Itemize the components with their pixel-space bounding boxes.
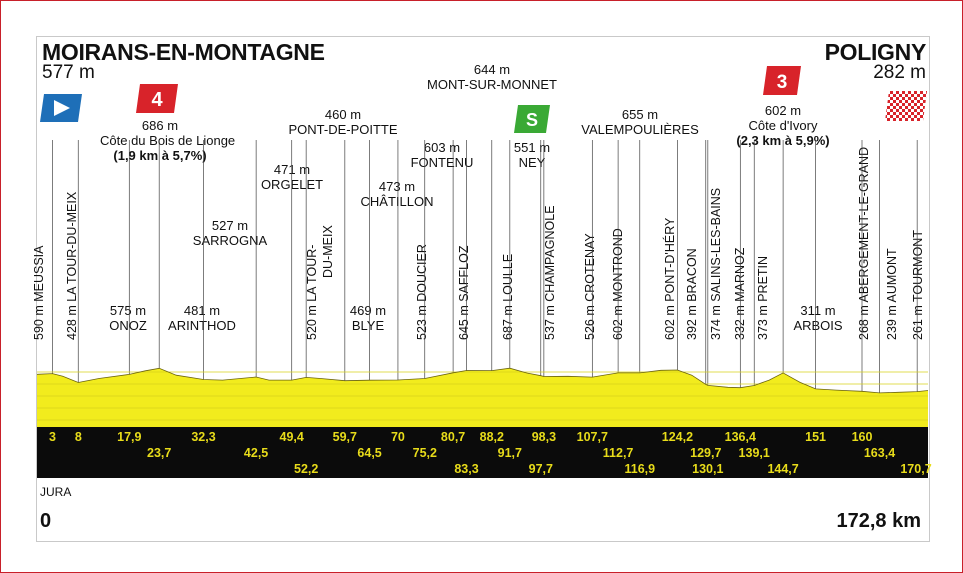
km-row-1: 3 8 17,9 32,3 49,4 59,7 70 80,7 88,2 98,3 107,7 124…: [49, 430, 872, 444]
distance-total: 172,8 km: [836, 510, 921, 532]
km-marker: 52,2: [294, 462, 318, 476]
finish-town: POLIGNY: [824, 39, 927, 65]
km-marker: 3: [49, 430, 56, 444]
km-marker: 136,4: [725, 430, 756, 444]
climb-cat4-number: 4: [151, 89, 163, 111]
km-row-2: 23,7 42,5 64,5 75,2 91,7 112,7 129,7 139,1 163,4: [147, 446, 895, 460]
climb-1-label: 686 m Côte du Bois de Lionge (1,9 km à 5…: [100, 118, 236, 163]
km-marker: 75,2: [413, 446, 437, 460]
finish-altitude: 282 m: [873, 62, 926, 83]
climb-cat3-badge: 3: [763, 66, 801, 95]
start-town: MOIRANS-EN-MONTAGNE: [42, 39, 325, 65]
place-arbois: 311 m ARBOIS: [793, 303, 843, 333]
sprint-letter: S: [526, 110, 538, 130]
km-marker: 17,9: [117, 430, 141, 444]
km-marker: 124,2: [662, 430, 693, 444]
climb-cat4-badge: 4: [136, 84, 178, 113]
km-band: [37, 427, 928, 478]
place-valempoulieres: 655 m VALEMPOULIÈRES: [581, 107, 699, 137]
km-marker: 144,7: [767, 462, 798, 476]
km-marker: 97,7: [529, 462, 553, 476]
place-blye: 469 m BLYE: [349, 303, 387, 333]
km-marker: 83,3: [454, 462, 478, 476]
km-marker: 170,7: [900, 462, 931, 476]
km-marker: 88,2: [480, 430, 504, 444]
place-mont-sur-monnet: 644 m MONT-SUR-MONNET: [427, 62, 557, 92]
place-onoz: 575 m ONOZ: [109, 303, 147, 333]
km-row-3: 52,2 83,3 97,7 116,9 130,1 144,7 170,7: [294, 462, 932, 476]
elevation-area: [37, 368, 928, 427]
finish-flag-icon: [885, 91, 927, 121]
km-marker: 139,1: [739, 446, 770, 460]
place-pont-de-poitte: 460 m PONT-DE-POITTE: [288, 107, 398, 137]
km-marker: 64,5: [357, 446, 381, 460]
place-chatillon: 473 m CHÂTILLON: [360, 179, 434, 209]
place-sarrogna: 527 m SARROGNA: [192, 218, 268, 248]
start-altitude: 577 m: [42, 62, 95, 83]
km-marker: 129,7: [690, 446, 721, 460]
km-marker: 91,7: [498, 446, 522, 460]
distance-start: 0: [40, 510, 52, 532]
km-marker: 70: [391, 430, 405, 444]
km-marker: 112,7: [603, 446, 634, 460]
km-marker: 116,9: [625, 462, 656, 476]
region-label: JURA: [40, 485, 72, 499]
km-marker: 49,4: [280, 430, 304, 444]
km-marker: 163,4: [864, 446, 895, 460]
start-flag-icon: [40, 94, 82, 122]
sprint-badge: S: [514, 105, 550, 133]
profile-stripes: [37, 371, 928, 421]
km-marker: 23,7: [147, 446, 171, 460]
km-marker: 98,3: [532, 430, 556, 444]
elevation-outline: [36, 367, 929, 394]
place-arinthod: 481 m ARINTHOD: [168, 303, 236, 333]
km-marker: 59,7: [333, 430, 357, 444]
km-marker: 32,3: [191, 430, 215, 444]
km-marker: 80,7: [441, 430, 465, 444]
km-marker: 8: [75, 430, 82, 444]
km-marker: 151: [805, 430, 826, 444]
climb-cat3-number: 3: [777, 72, 788, 93]
km-marker: 107,7: [577, 430, 608, 444]
km-marker: 42,5: [244, 446, 268, 460]
km-marker: 130,1: [692, 462, 723, 476]
place-fontenu: 603 m FONTENU: [410, 140, 474, 170]
km-marker: 160: [852, 430, 873, 444]
